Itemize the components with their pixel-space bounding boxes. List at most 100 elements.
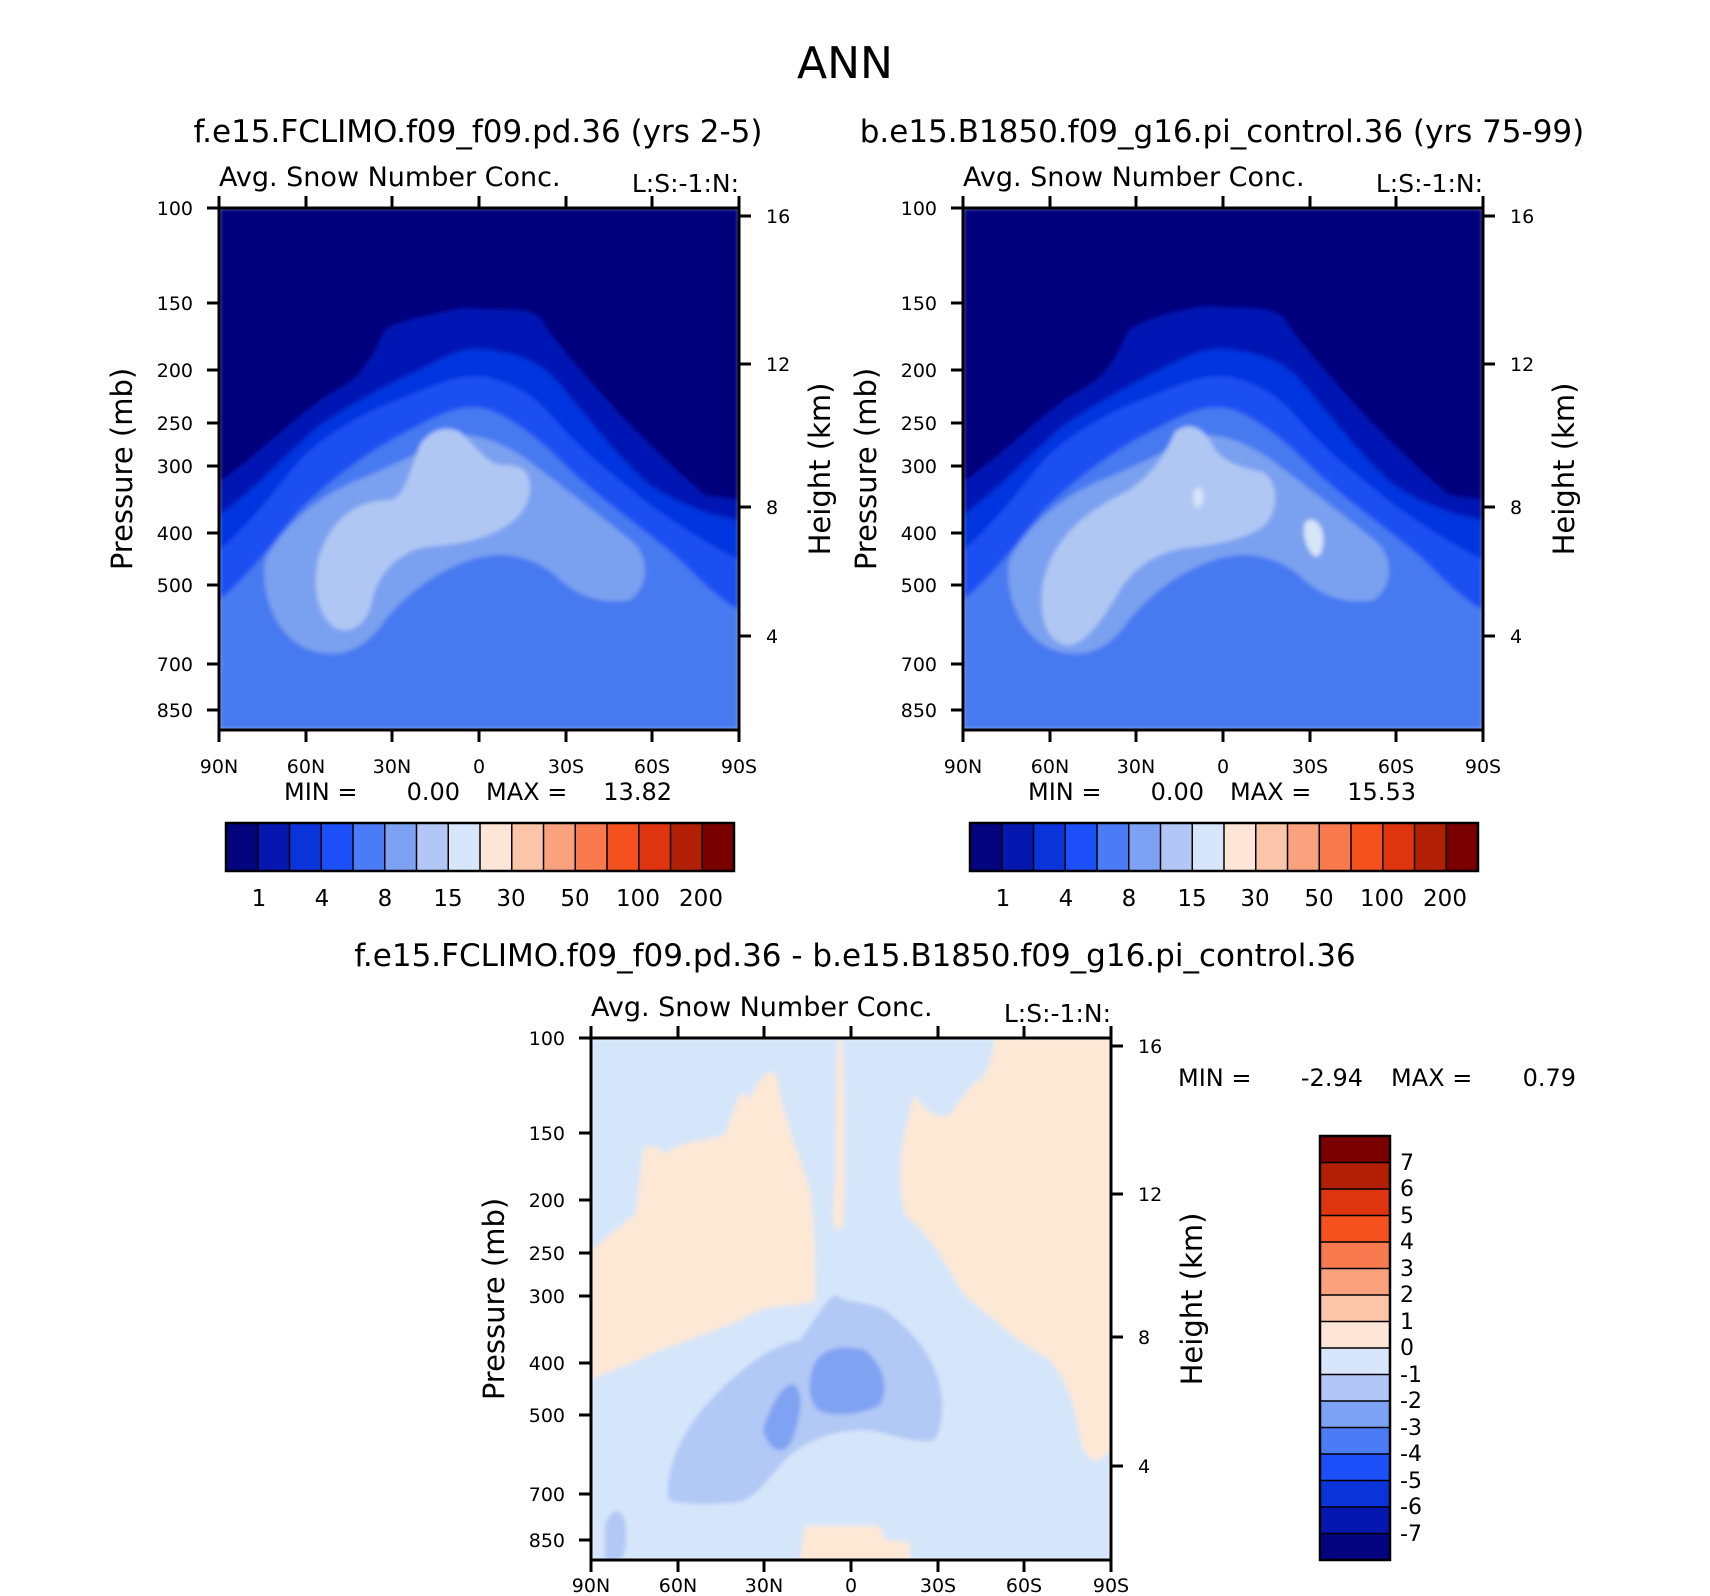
x-tick-label: 30N [1117,756,1155,778]
colorbar-label: 5 [1400,1204,1414,1229]
colorbar-label: -4 [1400,1442,1422,1467]
colorbar-swatch [1320,1136,1390,1163]
contour-level-7 [315,428,530,631]
panel-variable-title: Avg. Snow Number Conc. [219,162,561,193]
max-label: MAX = [1391,1064,1472,1092]
colorbar-swatch [353,823,385,871]
colorbar-swatch [1320,1454,1390,1481]
panel-case-title: b.e15.B1850.f09_g16.pi_control.36 (yrs 7… [860,114,1585,150]
fill-minus2-to-minus1 [667,1295,943,1505]
y-tick-label: 400 [901,523,937,545]
y-tick-label: 500 [901,575,937,597]
y2-tick-label: 16 [1138,1036,1162,1058]
x-tick-label: 60N [1031,756,1069,778]
colorbar-label: 30 [496,886,525,912]
panel-units-label: L:S:-1:N: [1376,169,1483,198]
panel-case-title: f.e15.FCLIMO.f09_f09.pd.36 (yrs 2-5) [193,114,762,150]
colorbar-label: 8 [1122,886,1137,912]
y2-tick-labels: 16 12 8 4 [1510,206,1534,648]
y-axis-title: Pressure (mb) [105,368,139,570]
panel-variable-title: Avg. Snow Number Conc. [591,992,933,1023]
x-tick-label: 60N [287,756,325,778]
colorbar-swatch [257,823,290,871]
colorbar: 1 4 8 15 30 50 100 200 [968,821,1480,912]
x-tick-label: 90N [944,756,982,778]
y-tick-label: 300 [901,456,937,478]
colorbar-swatch [575,823,607,871]
colorbar-swatch [416,823,449,871]
panel-control-run-pi: b.e15.B1850.f09_g16.pi_control.36 (yrs 7… [849,114,1584,912]
panel-units-label: L:S:-1:N: [1004,999,1111,1028]
colorbar-label: 30 [1240,886,1269,912]
colorbar-label: 15 [1177,886,1206,912]
colorbar-swatch [638,823,671,871]
colorbar-swatch [543,823,576,871]
colorbar-label: -6 [1400,1495,1422,1520]
y-tick-label: 700 [529,1484,565,1506]
y-tick-label: 150 [529,1123,565,1145]
min-label: MIN = [1028,778,1101,806]
stats-line: MIN = -2.94 MAX = 0.79 [1178,1064,1576,1092]
min-label: MIN = [284,778,357,806]
y-tick-label: 850 [529,1530,565,1552]
x-tick-label: 60S [1378,756,1414,778]
colorbar-swatch [384,823,417,871]
colorbar-label: -5 [1400,1469,1422,1494]
contour-field [963,208,1483,730]
y-axis-title: Pressure (mb) [477,1198,511,1400]
colorbar-label: 100 [616,886,660,912]
colorbar-swatch [1097,823,1129,871]
fill-minus2-to-minus1 [605,1510,627,1560]
contour-level-8 [1303,519,1324,557]
x-tick-label: 90S [1465,756,1501,778]
colorbar-swatch [702,823,734,871]
colorbar-label: 4 [315,886,330,912]
x-tick-label: 60S [634,756,670,778]
colorbar-swatch [1320,1480,1390,1507]
y2-tick-labels: 16 12 8 4 [1138,1036,1162,1478]
x-tick-label: 90S [721,756,757,778]
x-tick-label: 90S [1093,1575,1129,1596]
colorbar-swatch [1414,823,1447,871]
y2-tick-label: 12 [1138,1184,1162,1206]
x-tick-label: 30S [1292,756,1328,778]
colorbar-label: 3 [1400,1257,1414,1282]
max-value: 0.79 [1523,1064,1576,1092]
colorbar-label: 0 [1400,1336,1414,1361]
y2-tick-label: 8 [766,497,778,519]
colorbar-swatch [1382,823,1415,871]
y-tick-label: 100 [529,1028,565,1050]
y2-tick-labels: 16 12 8 4 [766,206,790,648]
y-tick-labels: 100 150 200 250 300 400 500 700 850 [529,1028,565,1552]
colorbar-swatch [1320,1321,1390,1348]
fill-minus3-to-minus2 [809,1347,885,1415]
min-value: 0.00 [1151,778,1204,806]
colorbar-label: 15 [433,886,462,912]
y-tick-label: 300 [157,456,193,478]
y2-tick-label: 8 [1138,1327,1150,1349]
max-value: 15.53 [1347,778,1416,806]
y-tick-label: 100 [157,198,193,220]
y-tick-label: 200 [157,360,193,382]
x-tick-labels: 90N 60N 30N 0 30S 60S 90S [200,756,757,778]
colorbar-label: 1 [1400,1310,1414,1335]
y-tick-label: 150 [901,293,937,315]
y2-tick-label: 16 [1510,206,1534,228]
colorbar-label: -7 [1400,1522,1422,1547]
colorbar-swatch [1351,823,1383,871]
colorbar-swatch [226,823,258,871]
y2-axis-title: Height (km) [803,383,837,556]
max-label: MAX = [1230,778,1311,806]
colorbar-swatch [1319,823,1351,871]
y-tick-label: 100 [901,198,937,220]
y-tick-label: 850 [901,700,937,722]
panel-control-run-pd: f.e15.FCLIMO.f09_f09.pd.36 (yrs 2-5) Avg… [105,114,837,912]
contour-level-8 [1193,487,1204,509]
colorbar-swatch [289,823,322,871]
colorbar-swatch [1160,823,1193,871]
contour-level-7 [1041,426,1276,646]
y-tick-label: 700 [157,654,193,676]
x-tick-label: 90N [200,756,238,778]
colorbar-label: 4 [1059,886,1074,912]
